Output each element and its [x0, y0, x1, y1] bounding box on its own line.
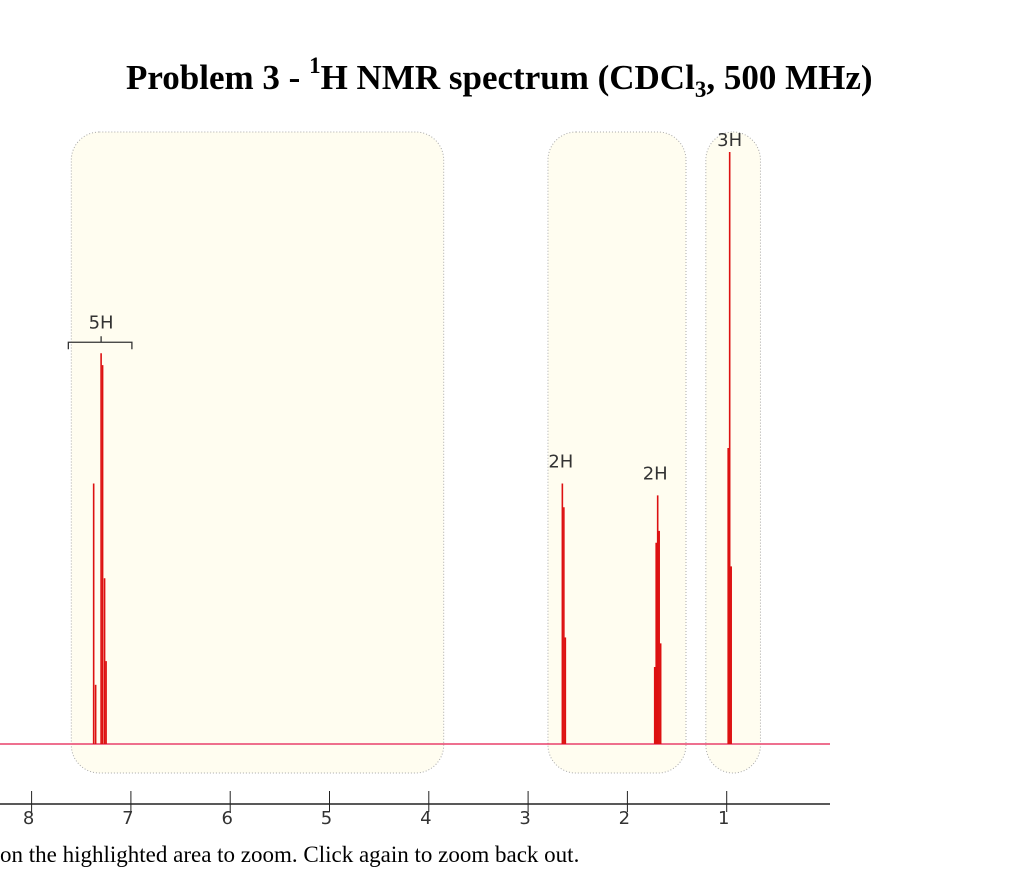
integration-label: 2H — [548, 452, 573, 473]
integration-bracket — [67, 336, 133, 350]
integration-label: 5H — [89, 312, 114, 333]
zoom-instruction: on the highlighted area to zoom. Click a… — [0, 842, 580, 867]
tick-label-2: 2 — [619, 808, 630, 829]
tick-label-4: 4 — [420, 808, 431, 829]
zoom-region-3[interactable] — [705, 131, 761, 774]
zoom-region-1[interactable] — [70, 131, 445, 774]
spectrum-peaks — [92, 152, 732, 744]
tick-label-5: 5 — [321, 808, 332, 829]
zoom-region-2[interactable] — [547, 131, 687, 774]
tick-label-1: 1 — [718, 808, 729, 829]
tick-label-8: 8 — [23, 808, 34, 829]
title-subscript: 3 — [694, 77, 707, 102]
integration-labels: 5H 2H 2H 3H — [67, 130, 742, 484]
title-superscript: 1 — [309, 53, 321, 78]
tick-label-3: 3 — [519, 808, 530, 829]
ppm-axis: 8 7 6 5 4 3 2 1 — [0, 791, 830, 829]
tick-label-7: 7 — [122, 808, 133, 829]
title-prefix: Problem 3 - — [126, 58, 310, 97]
integration-label: 3H — [717, 130, 742, 151]
title-suffix: , 500 MHz) — [706, 58, 873, 97]
tick-label-6: 6 — [221, 808, 232, 829]
chart-title: Problem 3 - 1H NMR spectrum (CDCl3, 500 … — [126, 54, 873, 101]
title-main: H NMR spectrum (CDCl — [320, 58, 695, 97]
integration-label: 2H — [643, 463, 668, 484]
nmr-spectrum-plot: 8 7 6 5 4 3 2 1 5H 2H 2H 3H — [0, 130, 830, 829]
zoom-regions — [70, 131, 761, 774]
